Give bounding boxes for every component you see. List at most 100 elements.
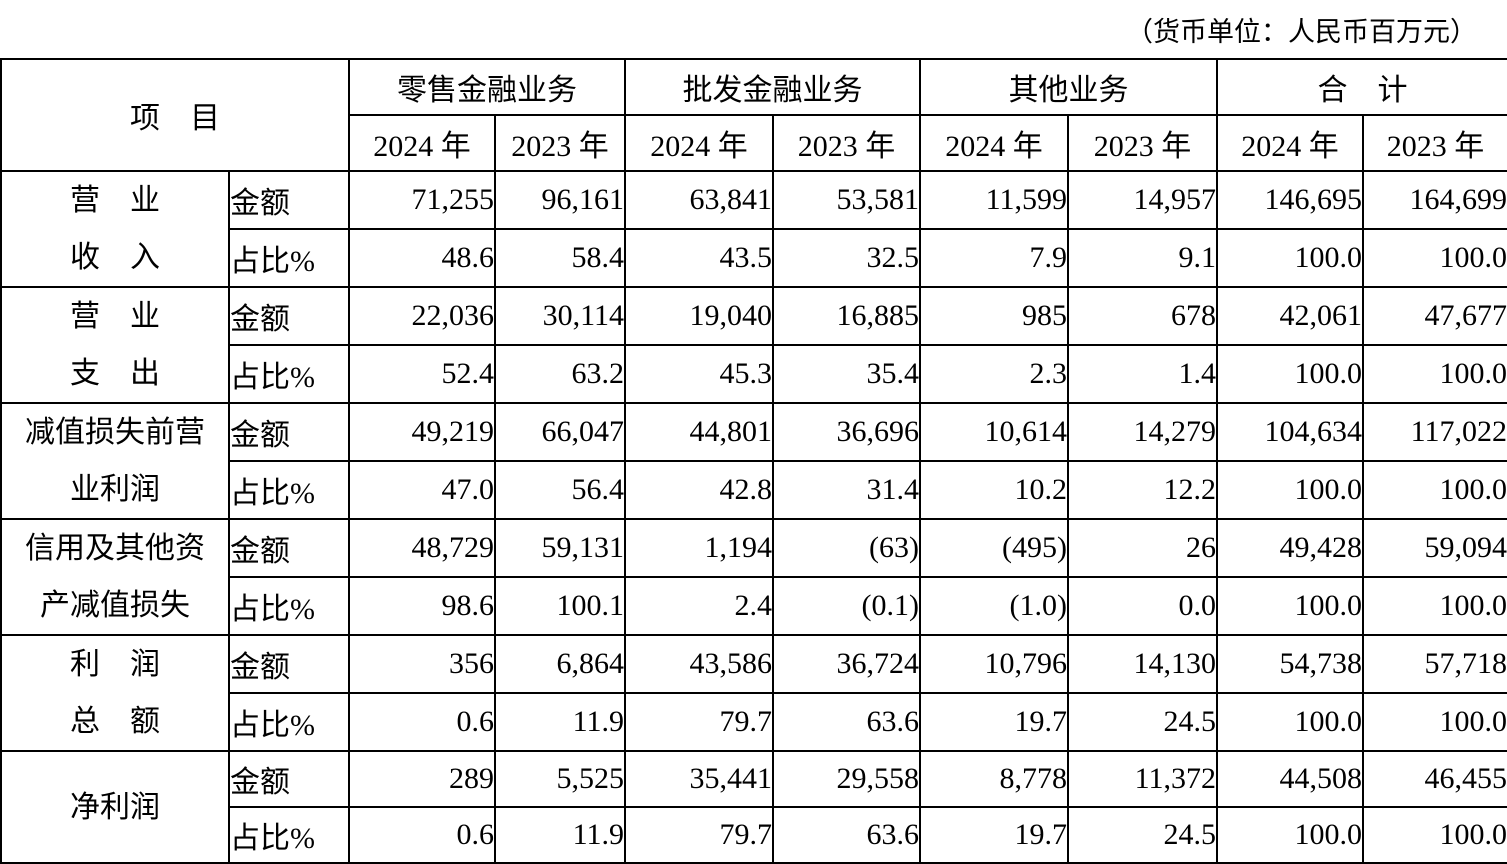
column-group-retail-finance: 零售金融业务 <box>348 58 626 116</box>
data-cell: 46,455 <box>1362 750 1507 808</box>
data-cell: 44,801 <box>624 402 774 462</box>
data-cell: 36,724 <box>772 634 921 694</box>
row-label-line: 总 额 <box>70 705 160 738</box>
data-cell: 7.9 <box>919 228 1069 288</box>
metric-label-amount: 金额 <box>228 634 350 694</box>
year-header-row: 2024 年 2023 年 2024 年 2023 年 2024 年 2023 … <box>1 114 1507 172</box>
table-row: 占比% 98.6 100.1 2.4 (0.1) (1.0) 0.0 100.0… <box>1 576 1507 636</box>
data-cell: 47.0 <box>348 460 496 520</box>
column-group-wholesale-finance: 批发金融业务 <box>624 58 921 116</box>
data-cell: 66,047 <box>494 402 626 462</box>
year-header: 2023 年 <box>1067 114 1218 172</box>
data-cell: 35.4 <box>772 344 921 404</box>
table-row: 净利润 金额 289 5,525 35,441 29,558 8,778 11,… <box>0 750 1507 864</box>
metric-label-pct: 占比% <box>228 460 350 520</box>
metric-label-pct: 占比% <box>228 228 350 288</box>
data-cell: 98.6 <box>348 576 496 636</box>
data-cell: 96,161 <box>494 170 626 230</box>
data-cell: 14,957 <box>1067 170 1218 230</box>
data-cell: 0.6 <box>348 692 496 752</box>
row-label-line: 净利润 <box>70 790 160 824</box>
row-label-line: 利 润 <box>70 648 160 681</box>
data-cell: (495) <box>919 518 1069 578</box>
row-group-label-total-profit: 利 润 总 额 <box>0 634 230 752</box>
table-header: 项 目 零售金融业务 批发金融业务 其他业务 合 计 2024 年 2023 年… <box>0 58 1507 172</box>
data-cell: 146,695 <box>1216 170 1364 230</box>
data-cell: 22,036 <box>348 286 496 346</box>
row-label-line: 支 出 <box>70 357 160 390</box>
data-cell: 100.0 <box>1216 460 1364 520</box>
row-label-line: 营 业 <box>70 300 160 333</box>
data-cell: 79.7 <box>624 806 774 864</box>
row-label-line: 信用及其他资 <box>25 532 205 565</box>
corner-header-item: 项 目 <box>0 58 350 172</box>
table-row: 营 业 支 出 金额 22,036 30,114 19,040 16,885 9… <box>0 286 1507 404</box>
data-cell: 100.0 <box>1362 692 1507 752</box>
table-row: 利 润 总 额 金额 356 6,864 43,586 36,724 10,79… <box>0 634 1507 752</box>
data-cell: 53,581 <box>772 170 921 230</box>
metric-label-amount: 金额 <box>228 286 350 346</box>
data-cell: 47,677 <box>1362 286 1507 346</box>
currency-unit-caption: （货币单位：人民币百万元） <box>1126 17 1477 47</box>
row-group-label-credit-impairment-loss: 信用及其他资 产减值损失 <box>0 518 230 636</box>
data-cell: 100.0 <box>1216 228 1364 288</box>
segment-performance-table: 项 目 零售金融业务 批发金融业务 其他业务 合 计 2024 年 2023 年… <box>0 58 1507 864</box>
metric-label-pct: 占比% <box>228 692 350 752</box>
data-cell: 100.0 <box>1362 806 1507 864</box>
data-cell: 54,738 <box>1216 634 1364 694</box>
data-cell: 58.4 <box>494 228 626 288</box>
data-cell: 19.7 <box>919 806 1069 864</box>
data-cell: 24.5 <box>1067 692 1218 752</box>
data-cell: 100.0 <box>1216 806 1364 864</box>
data-cell: 59,131 <box>494 518 626 578</box>
data-cell: 35,441 <box>624 750 774 808</box>
data-cell: 19,040 <box>624 286 774 346</box>
data-cell: 100.0 <box>1362 228 1507 288</box>
table-row: 信用及其他资 产减值损失 金额 48,729 59,131 1,194 (63)… <box>0 518 1507 636</box>
group-header-row: 项 目 零售金融业务 批发金融业务 其他业务 合 计 <box>0 58 1507 172</box>
data-cell: 29,558 <box>772 750 921 808</box>
data-cell: 49,428 <box>1216 518 1364 578</box>
data-cell: 5,525 <box>494 750 626 808</box>
data-cell: 63.6 <box>772 692 921 752</box>
data-cell: 31.4 <box>772 460 921 520</box>
data-cell: 117,022 <box>1362 402 1507 462</box>
data-cell: 19.7 <box>919 692 1069 752</box>
table-row: 占比% 48.6 58.4 43.5 32.5 7.9 9.1 100.0 10… <box>1 228 1507 288</box>
data-cell: 12.2 <box>1067 460 1218 520</box>
year-header: 2024 年 <box>1216 114 1364 172</box>
data-cell: 52.4 <box>348 344 496 404</box>
data-cell: 0.0 <box>1067 576 1218 636</box>
metric-label-pct: 占比% <box>228 344 350 404</box>
data-cell: 0.6 <box>348 806 496 864</box>
data-cell: 100.0 <box>1362 460 1507 520</box>
table-row: 营 业 收 入 金额 71,255 96,161 63,841 53,581 1… <box>0 170 1507 288</box>
data-cell: (0.1) <box>772 576 921 636</box>
data-cell: 42.8 <box>624 460 774 520</box>
data-cell: 2.4 <box>624 576 774 636</box>
data-cell: 11.9 <box>494 692 626 752</box>
data-cell: 100.0 <box>1216 344 1364 404</box>
data-cell: 678 <box>1067 286 1218 346</box>
row-label-line: 减值损失前营 <box>25 416 205 449</box>
metric-label-amount: 金额 <box>228 750 350 808</box>
row-label-line: 业利润 <box>70 473 160 506</box>
row-group-label-net-profit: 净利润 <box>0 750 230 864</box>
data-cell: 10,614 <box>919 402 1069 462</box>
data-cell: 63.6 <box>772 806 921 864</box>
row-label-line: 产减值损失 <box>40 589 190 622</box>
data-cell: 49,219 <box>348 402 496 462</box>
data-cell: 10.2 <box>919 460 1069 520</box>
row-group-label-operating-expense: 营 业 支 出 <box>0 286 230 404</box>
data-cell: 9.1 <box>1067 228 1218 288</box>
data-cell: 100.0 <box>1362 576 1507 636</box>
data-cell: 48,729 <box>348 518 496 578</box>
data-cell: 11,372 <box>1067 750 1218 808</box>
data-cell: 26 <box>1067 518 1218 578</box>
data-cell: 164,699 <box>1362 170 1507 230</box>
data-cell: 985 <box>919 286 1069 346</box>
metric-label-pct: 占比% <box>228 576 350 636</box>
table-row: 占比% 52.4 63.2 45.3 35.4 2.3 1.4 100.0 10… <box>1 344 1507 404</box>
data-cell: 100.1 <box>494 576 626 636</box>
metric-label-amount: 金额 <box>228 170 350 230</box>
